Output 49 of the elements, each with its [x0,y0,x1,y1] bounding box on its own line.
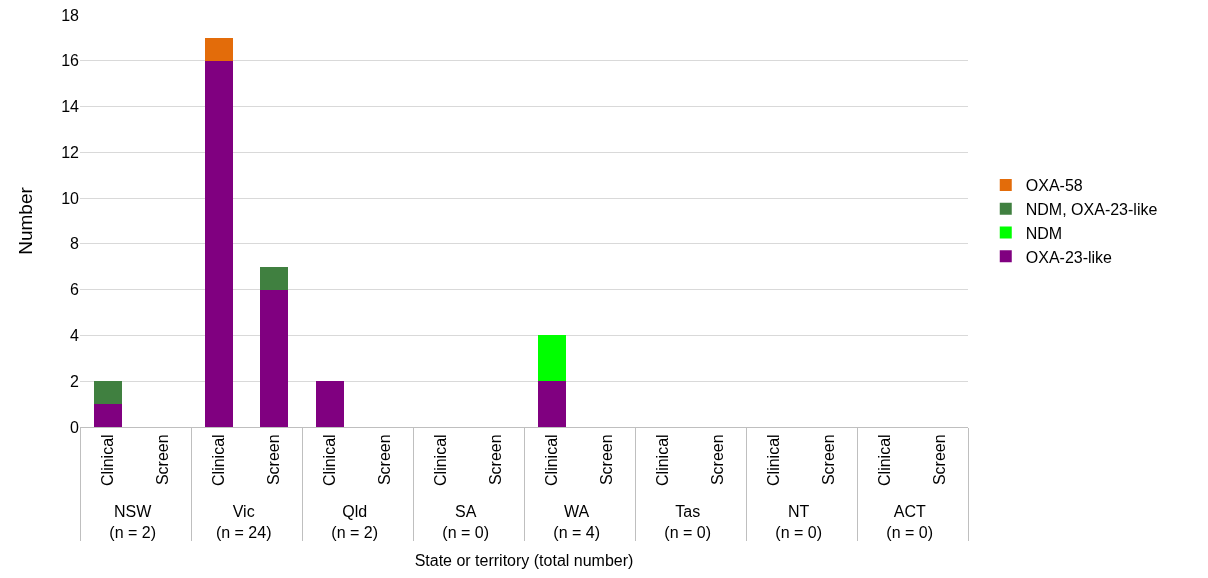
y-tick-label: 6 [70,281,80,299]
text: ACT (n = 0) [886,502,934,541]
y-tick-label: 0 [70,418,80,436]
x-tick-label: Screen [154,434,172,486]
x-tick-label: Clinical [653,434,671,486]
x-tick-label: Screen [376,434,394,486]
legend-label: OXA-58 [1025,177,1083,195]
y-tick-label: 14 [61,98,80,116]
x-tick-label: Clinical [875,434,893,486]
text: Qld (n = 2) [331,502,379,541]
x-tick-label: Clinical [209,434,227,486]
y-tick-label: 10 [61,189,80,207]
bar [204,37,233,61]
x-tick-label: Clinical [542,434,560,486]
text: Vic (n = 24) [215,502,272,541]
x-tick-label: Clinical [764,434,782,486]
y-tick-label: 12 [61,143,80,161]
y-axis-title: Number [15,186,36,255]
x-tick-label: Screen [265,434,283,486]
text: Tas (n = 0) [664,502,712,541]
text: WA (n = 4) [553,502,601,541]
y-tick-label: 18 [61,6,80,24]
legend-label: NDM [1025,224,1063,242]
y-tick-label: 2 [70,372,80,390]
bar [537,335,566,382]
x-tick-label: Screen [487,434,505,486]
x-tick-label: Clinical [431,434,449,486]
y-tick-label: 16 [61,52,80,70]
bar [93,381,122,405]
x-tick-label: Screen [598,434,616,486]
y-tick-label: 8 [70,235,80,253]
x-tick-label: Clinical [98,434,116,486]
text: NSW (n = 2) [109,502,157,541]
bar [93,404,122,427]
bar [260,266,289,290]
bar [260,289,289,427]
bar [315,381,344,427]
bar [204,60,233,427]
x-tick-label: Clinical [320,434,338,486]
legend-label: NDM, OXA-23-like [1025,200,1158,218]
text: SA (n = 0) [442,502,490,541]
y-tick-label: 4 [70,327,80,345]
x-tick-label: Screen [709,434,727,486]
legend-label: OXA-23-like [1025,248,1113,266]
bar [537,381,566,427]
x-tick-label: Screen [820,434,838,486]
x-tick-label: Screen [931,434,949,486]
text: NT (n = 0) [775,502,823,541]
x-axis-title: State or territory (total number) [414,552,634,570]
